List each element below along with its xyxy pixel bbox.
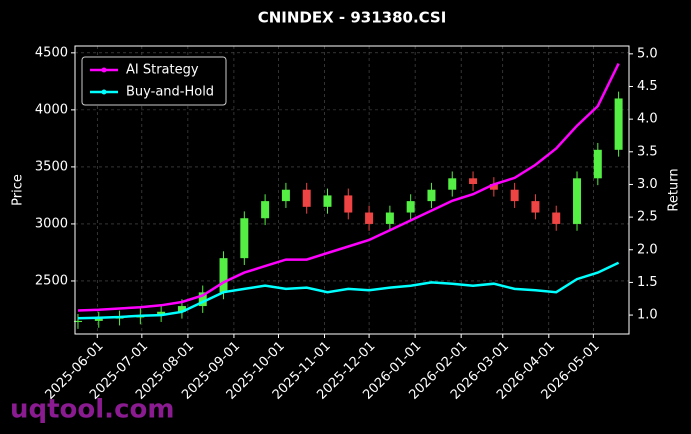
candle-body: [219, 258, 228, 293]
plot-frame: [74, 45, 630, 335]
line-series: [77, 261, 620, 320]
y-tick-label: 4500: [35, 45, 68, 60]
candle-body: [552, 212, 561, 224]
y2-tick-label: 2.0: [637, 242, 658, 257]
candle-body: [531, 201, 540, 213]
candle-body: [177, 306, 186, 312]
y2-tick-label: 3.5: [637, 144, 658, 159]
y2-tick-label: 3.0: [637, 177, 658, 192]
chart-title: CNINDEX - 931380.CSI: [258, 9, 447, 27]
legend-label: Buy-and-Hold: [126, 85, 214, 100]
candle-body: [261, 201, 270, 219]
candle-body: [614, 98, 623, 150]
candle-body: [385, 212, 394, 224]
y-tick-label: 3500: [35, 159, 68, 174]
watermark: uqtool.com: [10, 395, 174, 425]
y-axis-label: Price: [11, 174, 26, 206]
candle-body: [344, 195, 353, 213]
candle-body: [448, 178, 457, 190]
candle-body: [510, 189, 519, 202]
y2-tick-label: 4.0: [637, 112, 658, 127]
candle-body: [73, 320, 82, 323]
y-tick-label: 2500: [35, 273, 68, 288]
y2-tick-label: 5.0: [637, 46, 658, 61]
candle-body: [489, 184, 498, 190]
candle-body: [573, 178, 582, 224]
candle-body: [593, 149, 602, 179]
candle-body: [302, 189, 311, 207]
y-tick-label: 3000: [35, 216, 68, 231]
candle-body: [240, 218, 249, 259]
y2-tick-label: 1.0: [637, 308, 658, 323]
legend-marker: [101, 67, 107, 73]
candle-body: [469, 178, 478, 185]
candle-body: [365, 212, 374, 224]
candle-body: [94, 318, 103, 321]
legend-marker: [101, 89, 107, 95]
y2-tick-label: 1.5: [637, 275, 658, 290]
candle-body: [198, 292, 207, 307]
y2-tick-label: 2.5: [637, 210, 658, 225]
line-series: [77, 63, 620, 312]
candle-body: [323, 195, 332, 207]
candle-body: [406, 201, 415, 213]
candle-body: [157, 311, 166, 316]
y2-tick-label: 4.5: [637, 79, 658, 94]
candle-body: [427, 189, 436, 202]
legend-label: AI Strategy: [126, 63, 199, 78]
candle-body: [281, 189, 290, 202]
y2-axis-label: Return: [667, 168, 682, 211]
y-tick-label: 4000: [35, 102, 68, 117]
